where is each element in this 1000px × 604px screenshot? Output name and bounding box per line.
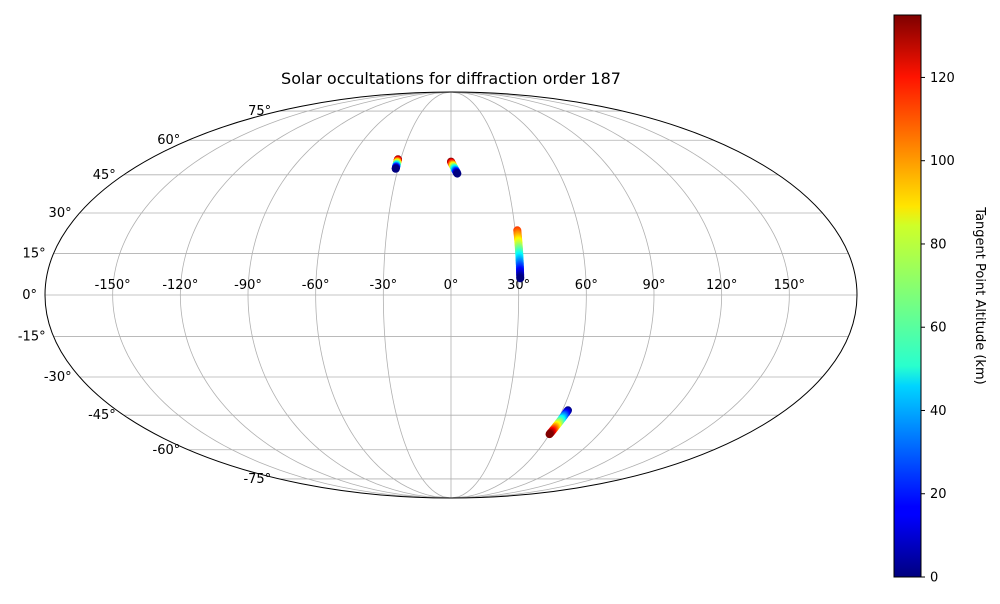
longitude-tick-label: 120°: [706, 278, 737, 293]
latitude-tick-label: 0°: [22, 288, 37, 303]
colorbar-tick-label: 20: [930, 487, 947, 502]
longitude-tick-label: 150°: [774, 278, 805, 293]
latitude-tick-label: -75°: [243, 472, 271, 487]
occultation-point: [516, 274, 525, 283]
longitude-gridline: [450, 92, 723, 498]
occultation-point: [391, 164, 400, 173]
colorbar-gradient: [893, 14, 922, 578]
longitude-tick-labels: -150° -120° -90° -60° -30° 0° 30° 60° 90° 120° 150…: [95, 278, 805, 293]
latitude-tick-label: -45°: [88, 408, 116, 423]
longitude-gridline: [450, 92, 520, 498]
latitude-tick-label: 30°: [49, 206, 72, 221]
longitude-tick-label: -60°: [302, 278, 330, 293]
longitude-tick-label: -30°: [369, 278, 397, 293]
globe-outline: [44, 91, 858, 499]
chart-title: Solar occultations for diffraction order…: [281, 69, 621, 88]
latitude-tick-labels: 75° 60° 45° 30° 15° 0° -15° -30° -45° -60° -75°: [18, 104, 271, 487]
longitude-tick-label: -120°: [162, 278, 198, 293]
longitude-tick-label: 30°: [507, 278, 530, 293]
longitude-gridline: [247, 92, 452, 498]
colorbar-tick-label: 100: [930, 154, 955, 169]
colorbar: 0 20 40 60 80 100 120 Tangent Point Altitude (…: [893, 14, 987, 586]
colorbar-tick-label: 120: [930, 71, 955, 86]
latitude-tick-label: -60°: [153, 443, 181, 458]
latitude-tick-label: 15°: [23, 246, 46, 261]
longitude-gridline: [450, 92, 587, 498]
latitude-tick-label: -15°: [18, 330, 46, 345]
latitude-tick-label: 45°: [93, 168, 116, 183]
longitude-gridline: [450, 92, 655, 498]
longitude-gridline: [112, 92, 452, 498]
colorbar-tick-label: 80: [930, 237, 947, 252]
colorbar-tick-label: 60: [930, 321, 947, 336]
longitude-tick-label: -150°: [95, 278, 131, 293]
longitude-tick-label: 0°: [444, 278, 459, 293]
longitude-tick-label: -90°: [234, 278, 262, 293]
longitude-gridline: [179, 92, 452, 498]
longitude-gridline: [315, 92, 452, 498]
occultation-point: [545, 430, 554, 439]
longitude-gridline: [450, 92, 790, 498]
latitude-tick-label: 75°: [248, 104, 271, 119]
graticule: [45, 92, 857, 498]
occultation-point: [453, 169, 462, 178]
occultation-points: [391, 155, 572, 439]
colorbar-tick-label: 0: [930, 571, 938, 586]
longitude-tick-label: 90°: [642, 278, 665, 293]
colorbar-label: Tangent Point Altitude (km): [972, 206, 987, 384]
latitude-tick-label: 60°: [157, 133, 180, 148]
colorbar-ticks: 0 20 40 60 80 100 120: [921, 71, 955, 586]
longitude-gridline: [382, 92, 452, 498]
colorbar-tick-label: 40: [930, 404, 947, 419]
longitude-tick-label: 60°: [575, 278, 598, 293]
latitude-tick-label: -30°: [44, 370, 72, 385]
